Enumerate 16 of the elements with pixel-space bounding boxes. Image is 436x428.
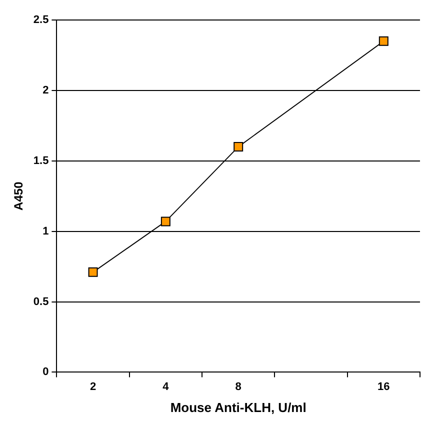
x-axis-title: Mouse Anti-KLH, U/ml [170, 400, 306, 415]
y-tick-label: 0.5 [33, 296, 49, 308]
point [88, 267, 98, 277]
y-tick-label: 2 [42, 84, 49, 96]
y-tick-label: 0 [42, 366, 49, 378]
y-axis-title: A450 [12, 181, 26, 210]
x-tick-label: 8 [235, 380, 242, 393]
x-tick-label: 2 [90, 380, 96, 393]
y-tick-label: 1.5 [33, 154, 49, 167]
y-tick-label: 1 [42, 225, 49, 238]
x-tick-label: 16 [378, 380, 390, 393]
x-tick-label: 4 [162, 380, 170, 393]
point [234, 142, 244, 152]
y-tick-label: 2.5 [33, 14, 49, 26]
point [378, 36, 388, 46]
point [160, 216, 170, 226]
